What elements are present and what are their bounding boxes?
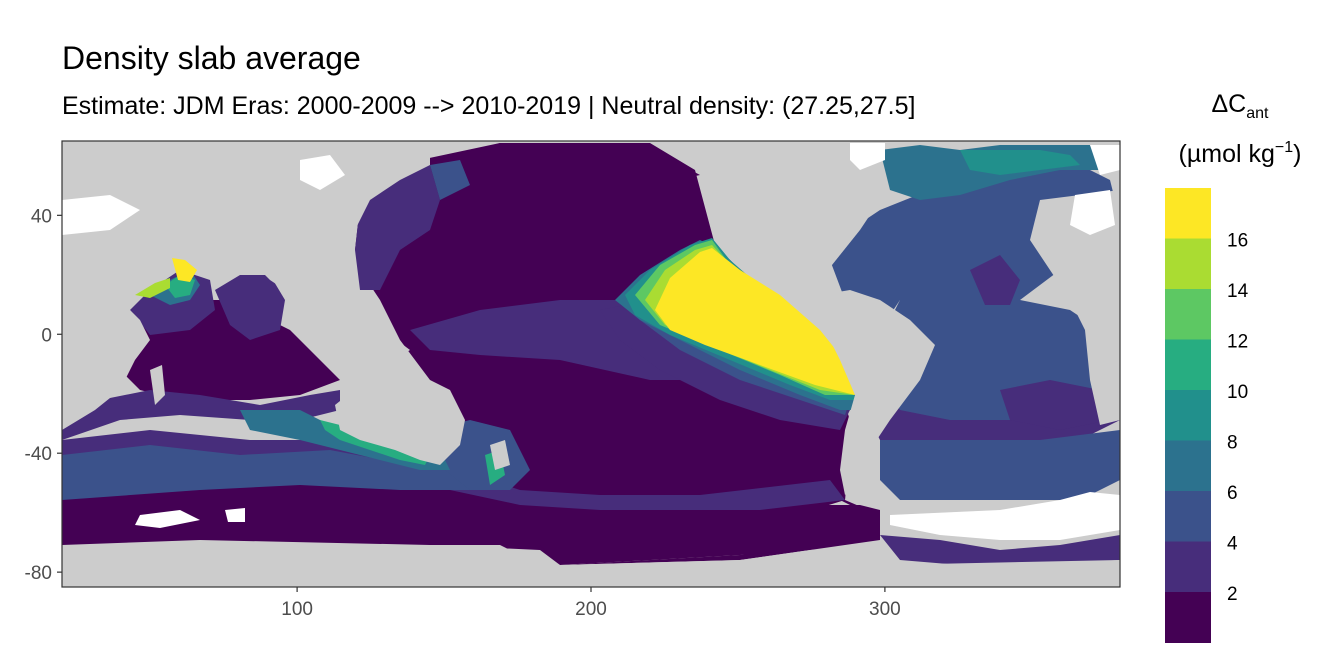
ocean-weddell <box>880 535 1120 565</box>
x-tick-label: 200 <box>575 599 607 620</box>
legend-color-bin <box>1165 541 1211 593</box>
y-tick-label: 0 <box>41 325 52 346</box>
land-south-america <box>820 290 935 495</box>
ocean-south-atlantic-south <box>880 430 1120 500</box>
legend-tick-label: 4 <box>1227 534 1238 555</box>
legend-color-bin <box>1165 188 1211 239</box>
nodata-antarctic-shelf <box>890 492 1120 540</box>
ocean-north-pacific-west <box>355 165 440 290</box>
land-europe-africa-east <box>1030 190 1120 425</box>
legend-color-bin <box>1165 289 1211 340</box>
legend-color-bins <box>1165 188 1211 643</box>
y-tick-label: 40 <box>31 206 52 227</box>
legend-title-main: ΔC <box>1211 90 1246 118</box>
land-new-zealand <box>490 440 510 470</box>
land-antarctica <box>62 540 1120 587</box>
legend-color-bin <box>1165 592 1211 643</box>
nodata-ross-2 <box>225 508 245 522</box>
nodata-siberia <box>62 195 140 235</box>
land-north-america <box>700 143 880 290</box>
x-tick-label: 300 <box>869 599 901 620</box>
map-panel <box>62 141 1120 587</box>
land-africa <box>62 270 150 430</box>
nodata-hudson <box>850 143 885 170</box>
chart-subtitle: Estimate: JDM Eras: 2000-2009 --> 2010-2… <box>62 92 916 120</box>
y-tick-label: -40 <box>25 444 52 465</box>
ocean-atlantic-min <box>970 255 1020 305</box>
legend-color-bin <box>1165 491 1211 542</box>
legend-tick-labels: 2 4 6 8 10 12 14 16 <box>1227 231 1249 606</box>
x-axis: 100 200 300 <box>281 587 901 620</box>
land-asia <box>62 143 430 300</box>
color-legend: ΔCant (µmol kg−1) 2 4 6 8 10 12 14 16 <box>1165 90 1301 643</box>
legend-title-subscript: ant <box>1246 105 1269 122</box>
nodata-ross-1 <box>135 510 200 528</box>
legend-tick-label: 6 <box>1227 483 1238 504</box>
legend-unit-exponent: −1 <box>1275 139 1293 156</box>
nodata-north-asia <box>300 155 345 190</box>
y-axis: 40 0 -40 -80 <box>25 206 62 584</box>
ocean-labrador <box>960 150 1080 175</box>
legend-unit: (µmol kg−1) <box>1179 139 1302 168</box>
legend-tick-label: 12 <box>1227 332 1248 353</box>
legend-color-bin <box>1165 238 1211 290</box>
nodata-canada <box>1090 145 1120 175</box>
legend-color-bin <box>1165 390 1211 441</box>
ocean-north-pacific-edge <box>430 160 470 200</box>
ocean-etp-high <box>655 248 855 395</box>
ocean-arabian-high-2 <box>135 278 170 298</box>
ocean-southern-dark <box>62 470 880 565</box>
legend-tick-label: 16 <box>1227 231 1248 252</box>
y-tick-label: -80 <box>25 563 52 584</box>
legend-color-bin <box>1165 440 1211 492</box>
land-australia <box>335 378 465 465</box>
legend-unit-prefix: (µmol kg <box>1179 140 1275 168</box>
nodata-europe <box>1070 190 1115 235</box>
legend-tick-label: 8 <box>1227 433 1238 454</box>
legend-color-bin <box>1165 339 1211 391</box>
x-tick-label: 100 <box>281 599 313 620</box>
chart-title: Density slab average <box>62 40 361 76</box>
legend-unit-suffix: ) <box>1293 140 1301 168</box>
legend-tick-label: 14 <box>1227 281 1249 302</box>
legend-title: ΔCant <box>1211 90 1269 122</box>
ocean-indian-mid <box>62 390 340 440</box>
legend-tick-label: 10 <box>1227 382 1248 403</box>
land-madagascar <box>150 365 165 405</box>
ocean-south-atlantic-gyre <box>1000 380 1110 430</box>
ocean-bay-bengal <box>215 275 285 340</box>
ocean-arabian-high <box>172 258 197 282</box>
legend-tick-label: 2 <box>1227 584 1238 605</box>
ocean-mid-south-indian <box>62 445 470 500</box>
land-indonesia <box>300 310 410 360</box>
